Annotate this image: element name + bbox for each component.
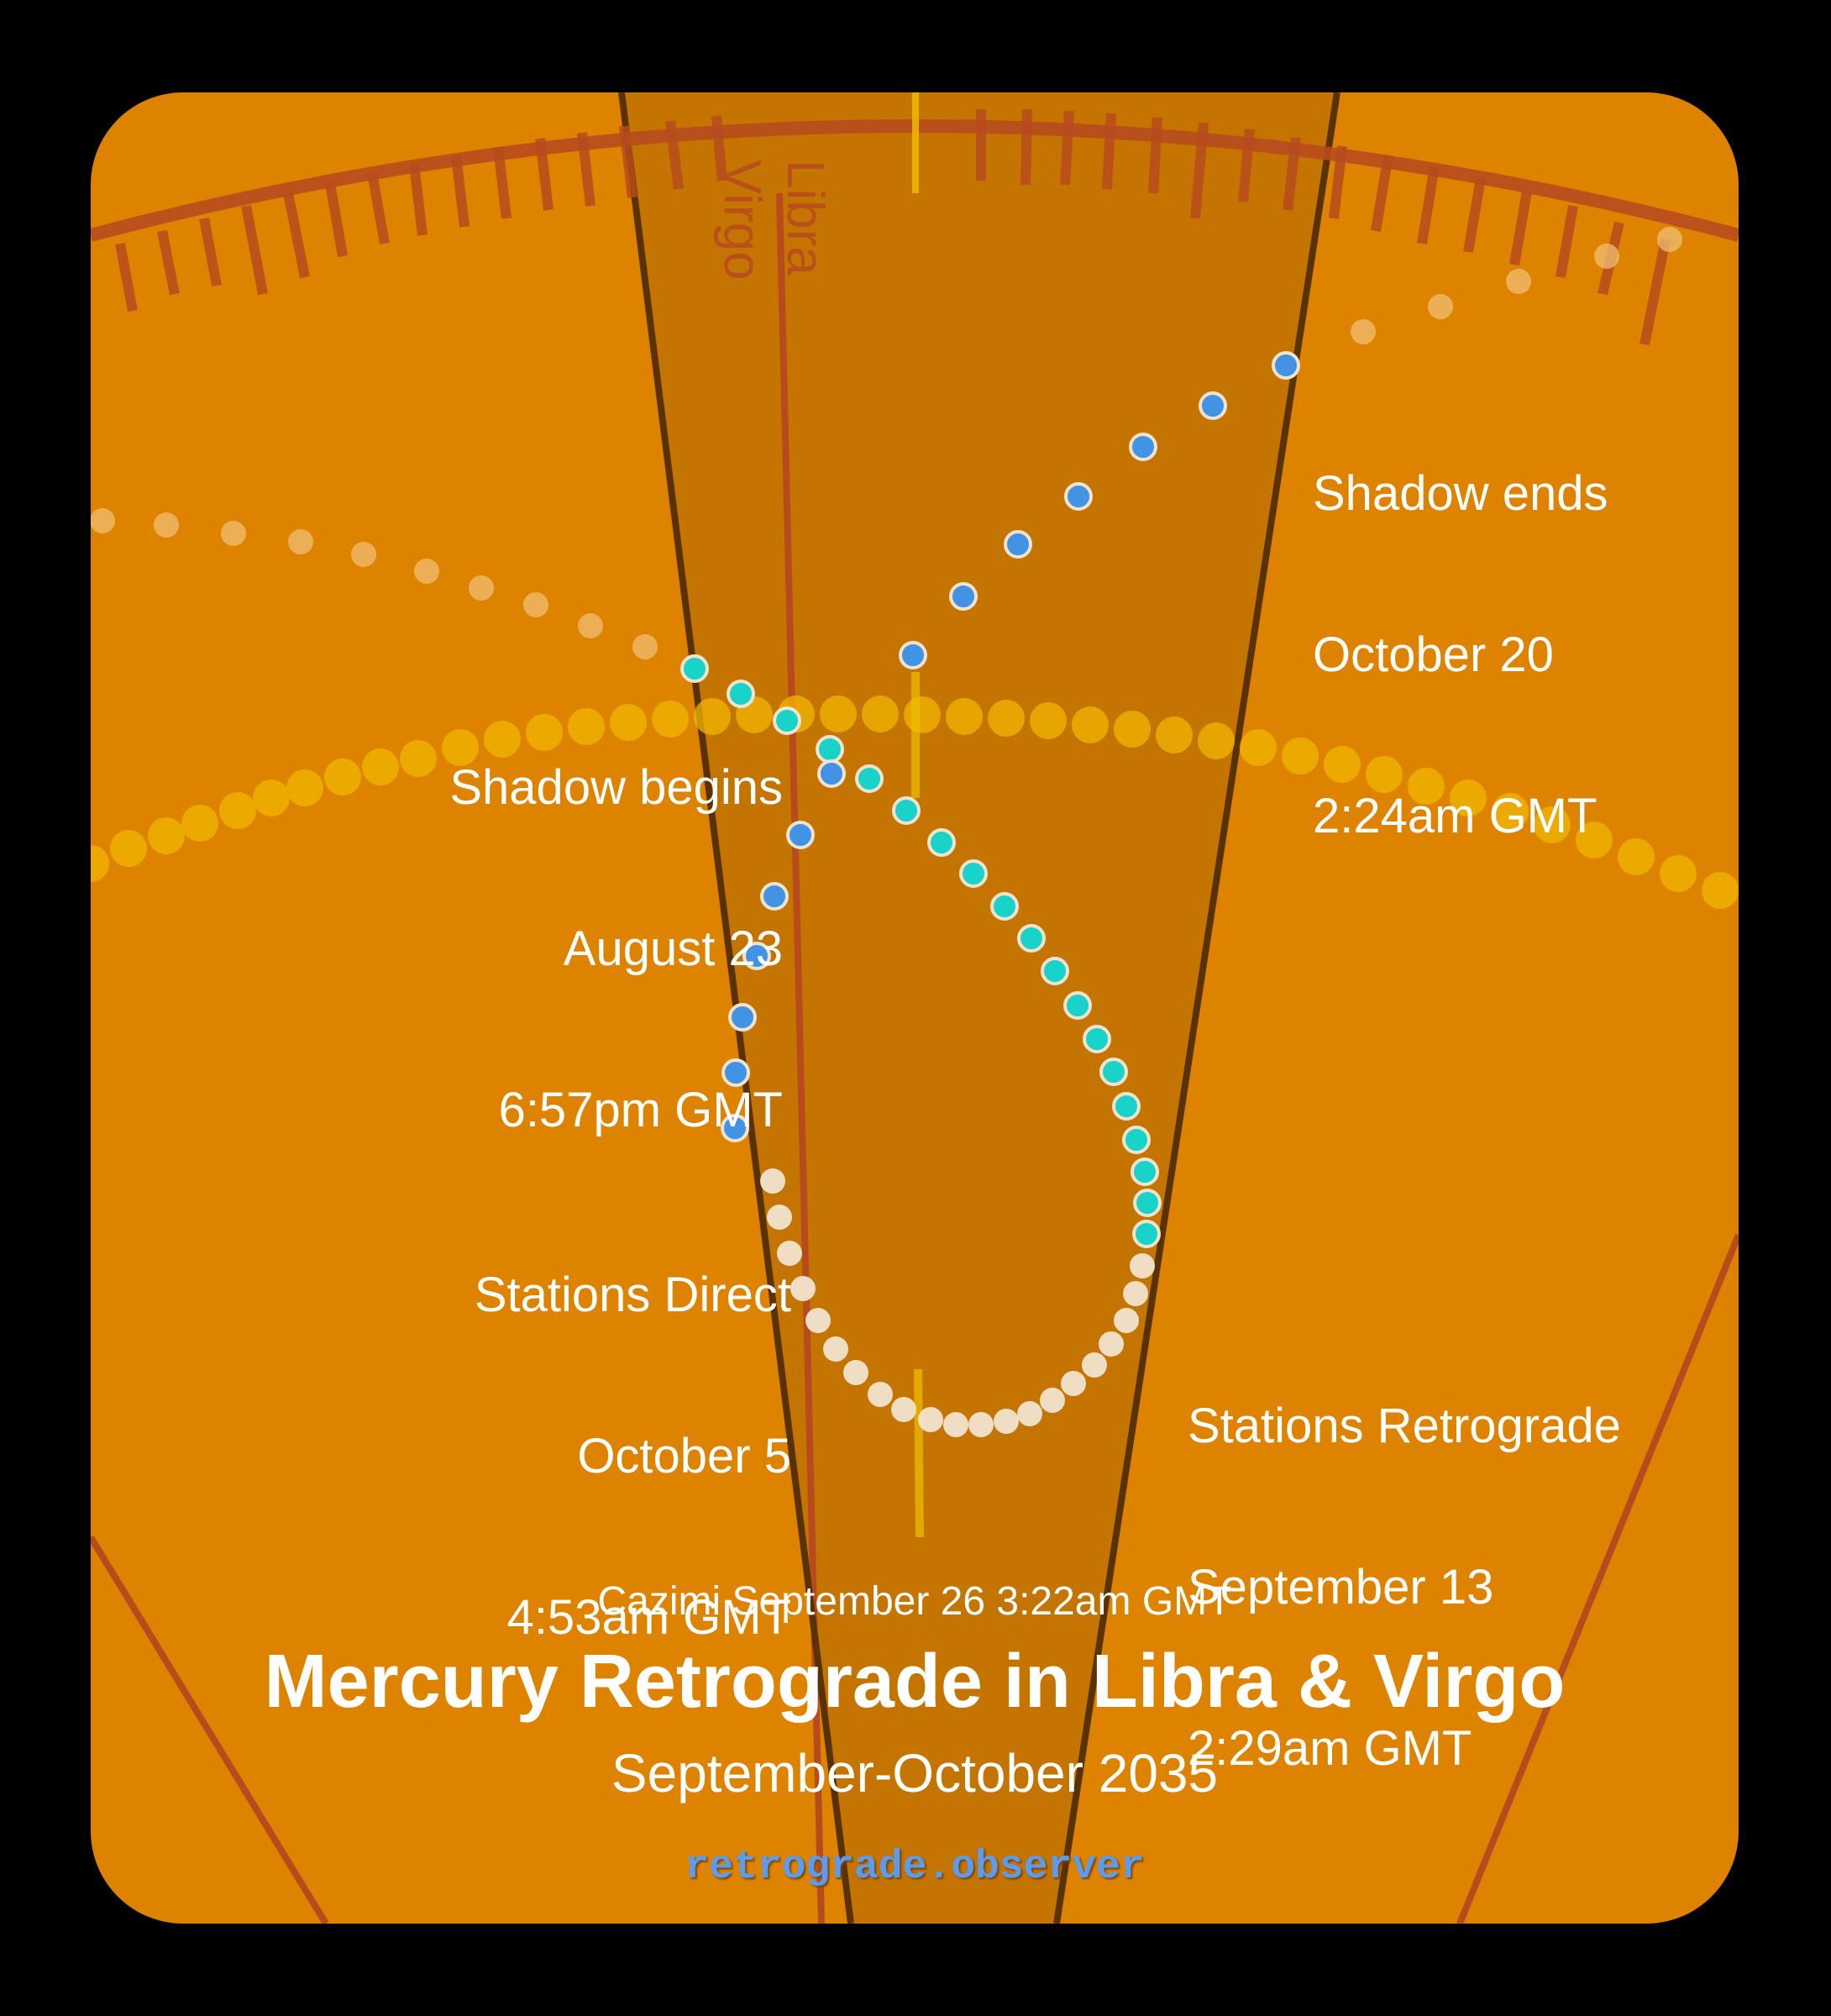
house-line-left (91, 1535, 329, 1924)
sign-label-virgo: Virgo (713, 160, 771, 281)
stations-direct-title: Stations Direct (474, 1268, 791, 1322)
sign-band (622, 92, 1337, 1924)
shadow-begins-title: Shadow begins (449, 760, 783, 815)
pre-shadow-dots (680, 654, 1162, 1248)
retrograde-dots (760, 1168, 1155, 1437)
sun-path-dots (91, 696, 1739, 909)
post-shadow-dots (721, 351, 1300, 1142)
page-subtitle: September-October 2035 (611, 1743, 1219, 1803)
house-line-right (1456, 1233, 1739, 1924)
cazimi-marker-bottom (914, 1368, 924, 1538)
retrograde-chart-card: Virgo Libra Shadow begins August 23 6:57… (91, 92, 1739, 1924)
cazimi-label: Cazimi September 26 3:22am GMT (597, 1579, 1232, 1624)
shadow-begins-label: Shadow begins August 23 6:57pm GMT (449, 654, 783, 1245)
stations-retrograde-label: Stations Retrograde September 13 2:29am … (1188, 1292, 1621, 1883)
boundary-right (1053, 92, 1340, 1924)
stations-direct-time: 4:53am GMT (506, 1590, 791, 1645)
shadow-ends-time: 2:24am GMT (1313, 789, 1598, 843)
stations-direct-date: October 5 (577, 1429, 791, 1483)
shadow-ends-title: Shadow ends (1313, 466, 1608, 521)
page-title: Mercury Retrograde in Libra & Virgo (264, 1640, 1566, 1724)
shadow-begins-time: 6:57pm GMT (498, 1083, 783, 1137)
stations-retrograde-time: 2:29am GMT (1188, 1721, 1472, 1776)
shadow-begins-date: August 23 (563, 921, 783, 976)
stations-retrograde-date: September 13 (1188, 1560, 1494, 1614)
faint-orbit-dots (91, 227, 1682, 659)
shadow-ends-date: October 20 (1313, 627, 1554, 682)
stations-retrograde-title: Stations Retrograde (1188, 1399, 1621, 1453)
shadow-ends-label: Shadow ends October 20 2:24am GMT (1313, 360, 1608, 951)
stations-direct-label: Stations Direct October 5 4:53am GMT (475, 1161, 791, 1752)
sign-label-libra: Libra (776, 160, 834, 276)
degree-ticks (115, 108, 1671, 346)
site-url-link[interactable]: retrograde.observer (685, 1845, 1145, 1890)
sky-diagram: Virgo Libra (91, 92, 1739, 1924)
